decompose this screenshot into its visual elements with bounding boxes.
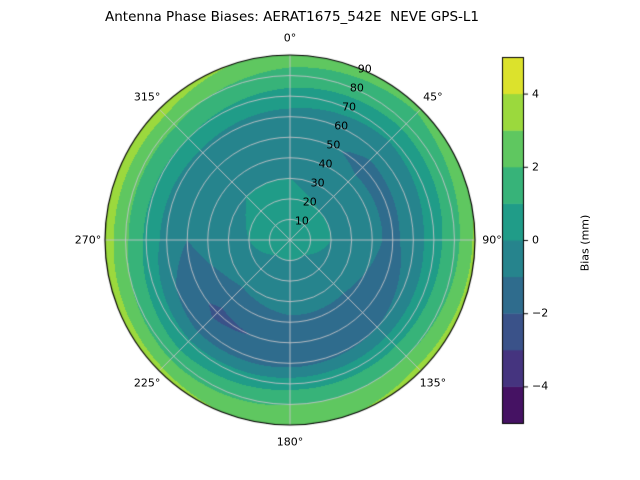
- colorbar-tick-label--4: −4: [532, 379, 549, 393]
- angular-tick-label-315: 315°: [133, 90, 161, 104]
- radial-tick-label-50: 50: [326, 138, 341, 152]
- radial-tick-label-20: 20: [302, 195, 317, 209]
- colorbar-tick-label--2: −2: [532, 306, 549, 320]
- colorbar-tick-label-4: 4: [532, 87, 539, 101]
- angular-tick-label-45: 45°: [423, 90, 443, 104]
- radial-tick-label-60: 60: [334, 119, 349, 133]
- radial-tick-label-80: 80: [349, 81, 364, 95]
- angular-tick-label-225: 225°: [133, 376, 161, 390]
- colorbar-tick-label-0: 0: [532, 233, 539, 247]
- angular-tick-label-135: 135°: [419, 376, 447, 390]
- radial-tick-label-40: 40: [318, 157, 333, 171]
- angular-tick-label-0: 0°: [283, 31, 297, 45]
- colorbar-tick-label-2: 2: [532, 160, 539, 174]
- angular-tick-label-180: 180°: [276, 435, 304, 449]
- radial-tick-label-70: 70: [342, 100, 357, 114]
- radial-tick-label-30: 30: [310, 176, 325, 190]
- angular-tick-label-270: 270°: [74, 233, 102, 247]
- angular-tick-label-90: 90°: [482, 233, 502, 247]
- radial-tick-label-10: 10: [294, 214, 309, 228]
- colorbar-axis-label: Bias (mm): [578, 214, 592, 272]
- radial-tick-label-90: 90: [357, 62, 372, 76]
